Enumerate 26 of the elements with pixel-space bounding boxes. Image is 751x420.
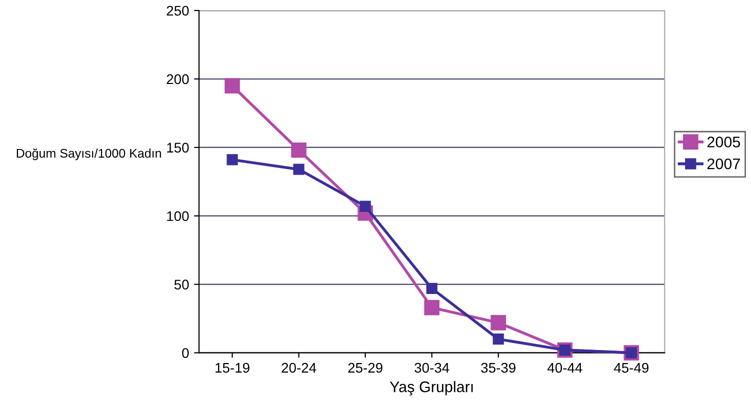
point <box>293 164 304 175</box>
y-tick-label: 150 <box>167 142 189 153</box>
point <box>291 142 306 158</box>
y-tick-label: 0 <box>182 348 189 358</box>
y-axis-title: Doğum Sayısı/1000 Kadın <box>16 148 161 160</box>
point <box>492 334 504 345</box>
y-tick-label: 100 <box>167 211 189 222</box>
y-tick-label: 200 <box>166 74 189 84</box>
legend-label: 2007 <box>707 158 740 170</box>
y-tick-label: 250 <box>166 6 189 16</box>
point <box>424 300 440 316</box>
x-tick-label: 40-44 <box>547 362 582 373</box>
x-tick-label: 20-24 <box>282 362 316 373</box>
point <box>224 78 240 94</box>
x-tick-label: 45-49 <box>614 362 648 373</box>
x-tick-label: 35-39 <box>481 362 516 373</box>
legend-label: 2005 <box>707 136 740 148</box>
point <box>426 282 438 294</box>
x-axis-title: Yaş Grupları <box>390 381 473 396</box>
x-tick-label: 30-34 <box>414 362 450 373</box>
point <box>226 154 238 166</box>
y-tick-label: 50 <box>174 280 189 290</box>
x-tick-label: 25-29 <box>348 362 382 373</box>
x-tick-label: 15-19 <box>216 362 250 373</box>
point <box>490 315 506 330</box>
point <box>360 200 371 212</box>
